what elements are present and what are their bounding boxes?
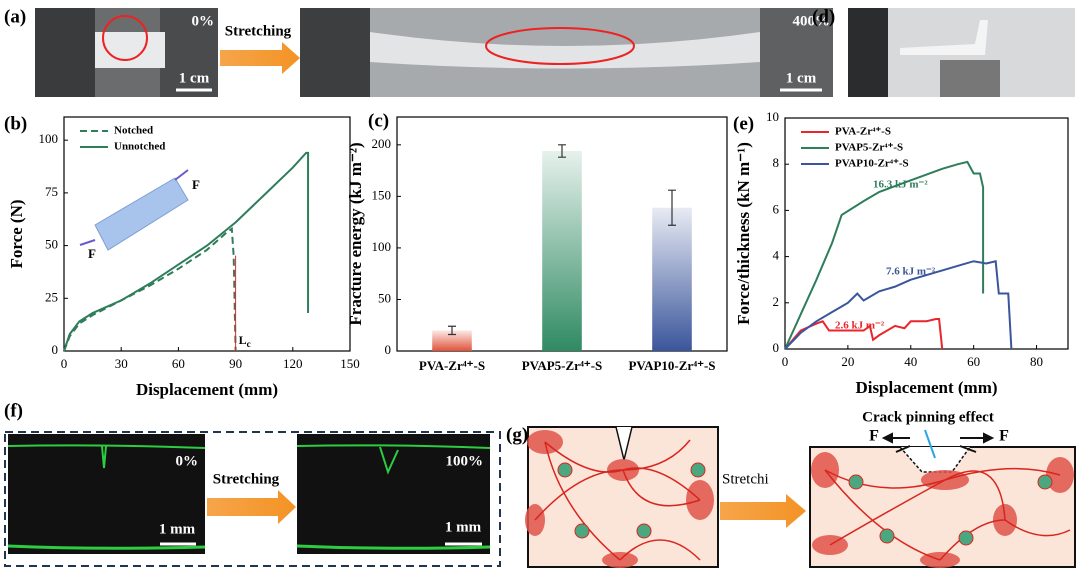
y-tick-label: 6 (773, 201, 780, 216)
panel-label: (a) (4, 6, 26, 27)
y-tick-label: 25 (45, 289, 58, 304)
y-axis-title: Force (N) (7, 199, 26, 268)
arrow-label: Stretching (213, 471, 280, 487)
y-axis-title: Force/thickness (kN m⁻¹) (734, 142, 753, 325)
legend-label: PVAP10-Zr⁴⁺-S (835, 158, 909, 170)
force-label: F (869, 428, 879, 445)
y-tick-label: 0 (52, 342, 59, 357)
x-axis-title: Displacement (mm) (136, 380, 278, 399)
annotation: 16.3 kJ m⁻² (873, 179, 928, 191)
y-tick-label: 10 (766, 109, 779, 124)
x-tick-label: PVAP5-Zr⁴⁺-S (522, 358, 603, 373)
inset-arrow (79, 239, 96, 246)
photo-d (848, 8, 1075, 97)
legend-label: PVAP5-Zr⁴⁺-S (835, 142, 903, 154)
image-f2 (296, 434, 491, 554)
x-tick-label: 90 (229, 356, 242, 371)
arrow (207, 490, 296, 524)
diagram-g2 (809, 446, 1076, 568)
annotation: Crack pinning effect (862, 409, 994, 425)
arrow-label: Stretchi (722, 471, 769, 487)
x-tick-label: 60 (967, 354, 980, 369)
legend-label: Unnotched (114, 141, 165, 153)
x-tick-label: 150 (340, 356, 360, 371)
legend-label: Notched (114, 125, 153, 137)
x-tick-label: PVA-Zr⁴⁺-S (419, 358, 485, 373)
scale-label: 1 mm (445, 519, 482, 535)
x-tick-label: 30 (115, 356, 128, 371)
legend-label: PVA-Zr⁴⁺-S (835, 126, 891, 138)
y-tick-label: 2 (773, 294, 780, 309)
panel-label: (b) (4, 113, 27, 134)
force-label: F (999, 428, 1009, 445)
force-arrows (881, 429, 995, 459)
scale-label: 1 mm (159, 521, 196, 537)
panel-label: (c) (368, 110, 389, 131)
x-tick-label: 60 (172, 356, 185, 371)
inset: FF (79, 169, 200, 261)
error-bar (558, 144, 566, 158)
image-f1 (7, 434, 206, 554)
strain-label: 100% (446, 453, 484, 469)
x-tick-label: 20 (841, 354, 854, 369)
arrow (720, 494, 806, 528)
x-tick-label: 120 (283, 356, 303, 371)
strain-label: 0% (176, 453, 199, 469)
panel-label: (e) (733, 113, 754, 134)
panel-label: (g) (506, 424, 528, 445)
y-tick-label: 150 (372, 187, 392, 202)
annotation: 7.6 kJ m⁻² (886, 266, 936, 278)
strain-label: 400% (793, 13, 831, 29)
line (784, 259, 1013, 350)
inset-label: F (88, 246, 96, 261)
panel-label: (d) (812, 6, 835, 27)
x-tick-label: PVAP10-Zr⁴⁺-S (628, 358, 715, 373)
y-tick-label: 200 (372, 136, 392, 151)
y-tick-label: 50 (45, 237, 58, 252)
photo-a1 (35, 8, 218, 97)
arrow (220, 42, 300, 74)
inset-label: F (192, 177, 200, 192)
line (784, 317, 944, 350)
bar (432, 330, 472, 351)
scale-label: 1 cm (179, 70, 210, 86)
diagram-g1 (525, 426, 719, 568)
annotation: 2.6 kJ m⁻² (835, 320, 885, 332)
x-tick-label: 0 (61, 356, 68, 371)
scale-label: 1 cm (786, 70, 817, 86)
y-tick-label: 75 (45, 184, 58, 199)
x-axis-title: Displacement (mm) (855, 378, 997, 397)
plot-frame (63, 116, 351, 352)
marker-label: Lc (239, 333, 251, 349)
inset-sample (94, 177, 189, 251)
bar (652, 207, 692, 351)
x-tick-label: 80 (1030, 354, 1043, 369)
y-tick-label: 0 (385, 342, 392, 357)
y-tick-label: 100 (372, 239, 392, 254)
error-bar (668, 189, 676, 226)
frame (4, 431, 501, 567)
photo-a2 (300, 8, 833, 97)
y-tick-label: 4 (773, 248, 780, 263)
bar (542, 151, 582, 351)
strain-label: 0% (192, 13, 215, 29)
arrow-label: Stretching (225, 23, 292, 39)
panel-label: (f) (4, 400, 23, 421)
y-axis-title: Fracture energy (kJ m⁻²) (346, 142, 365, 325)
line (784, 160, 985, 350)
inset-arrow (174, 169, 189, 181)
y-tick-label: 100 (39, 131, 59, 146)
y-tick-label: 50 (378, 290, 391, 305)
y-tick-label: 0 (773, 340, 780, 355)
x-tick-label: 40 (904, 354, 917, 369)
y-tick-label: 8 (773, 155, 780, 170)
x-tick-label: 0 (782, 354, 789, 369)
line (63, 151, 310, 352)
error-bar (448, 325, 456, 336)
plot-frame (784, 117, 1069, 350)
